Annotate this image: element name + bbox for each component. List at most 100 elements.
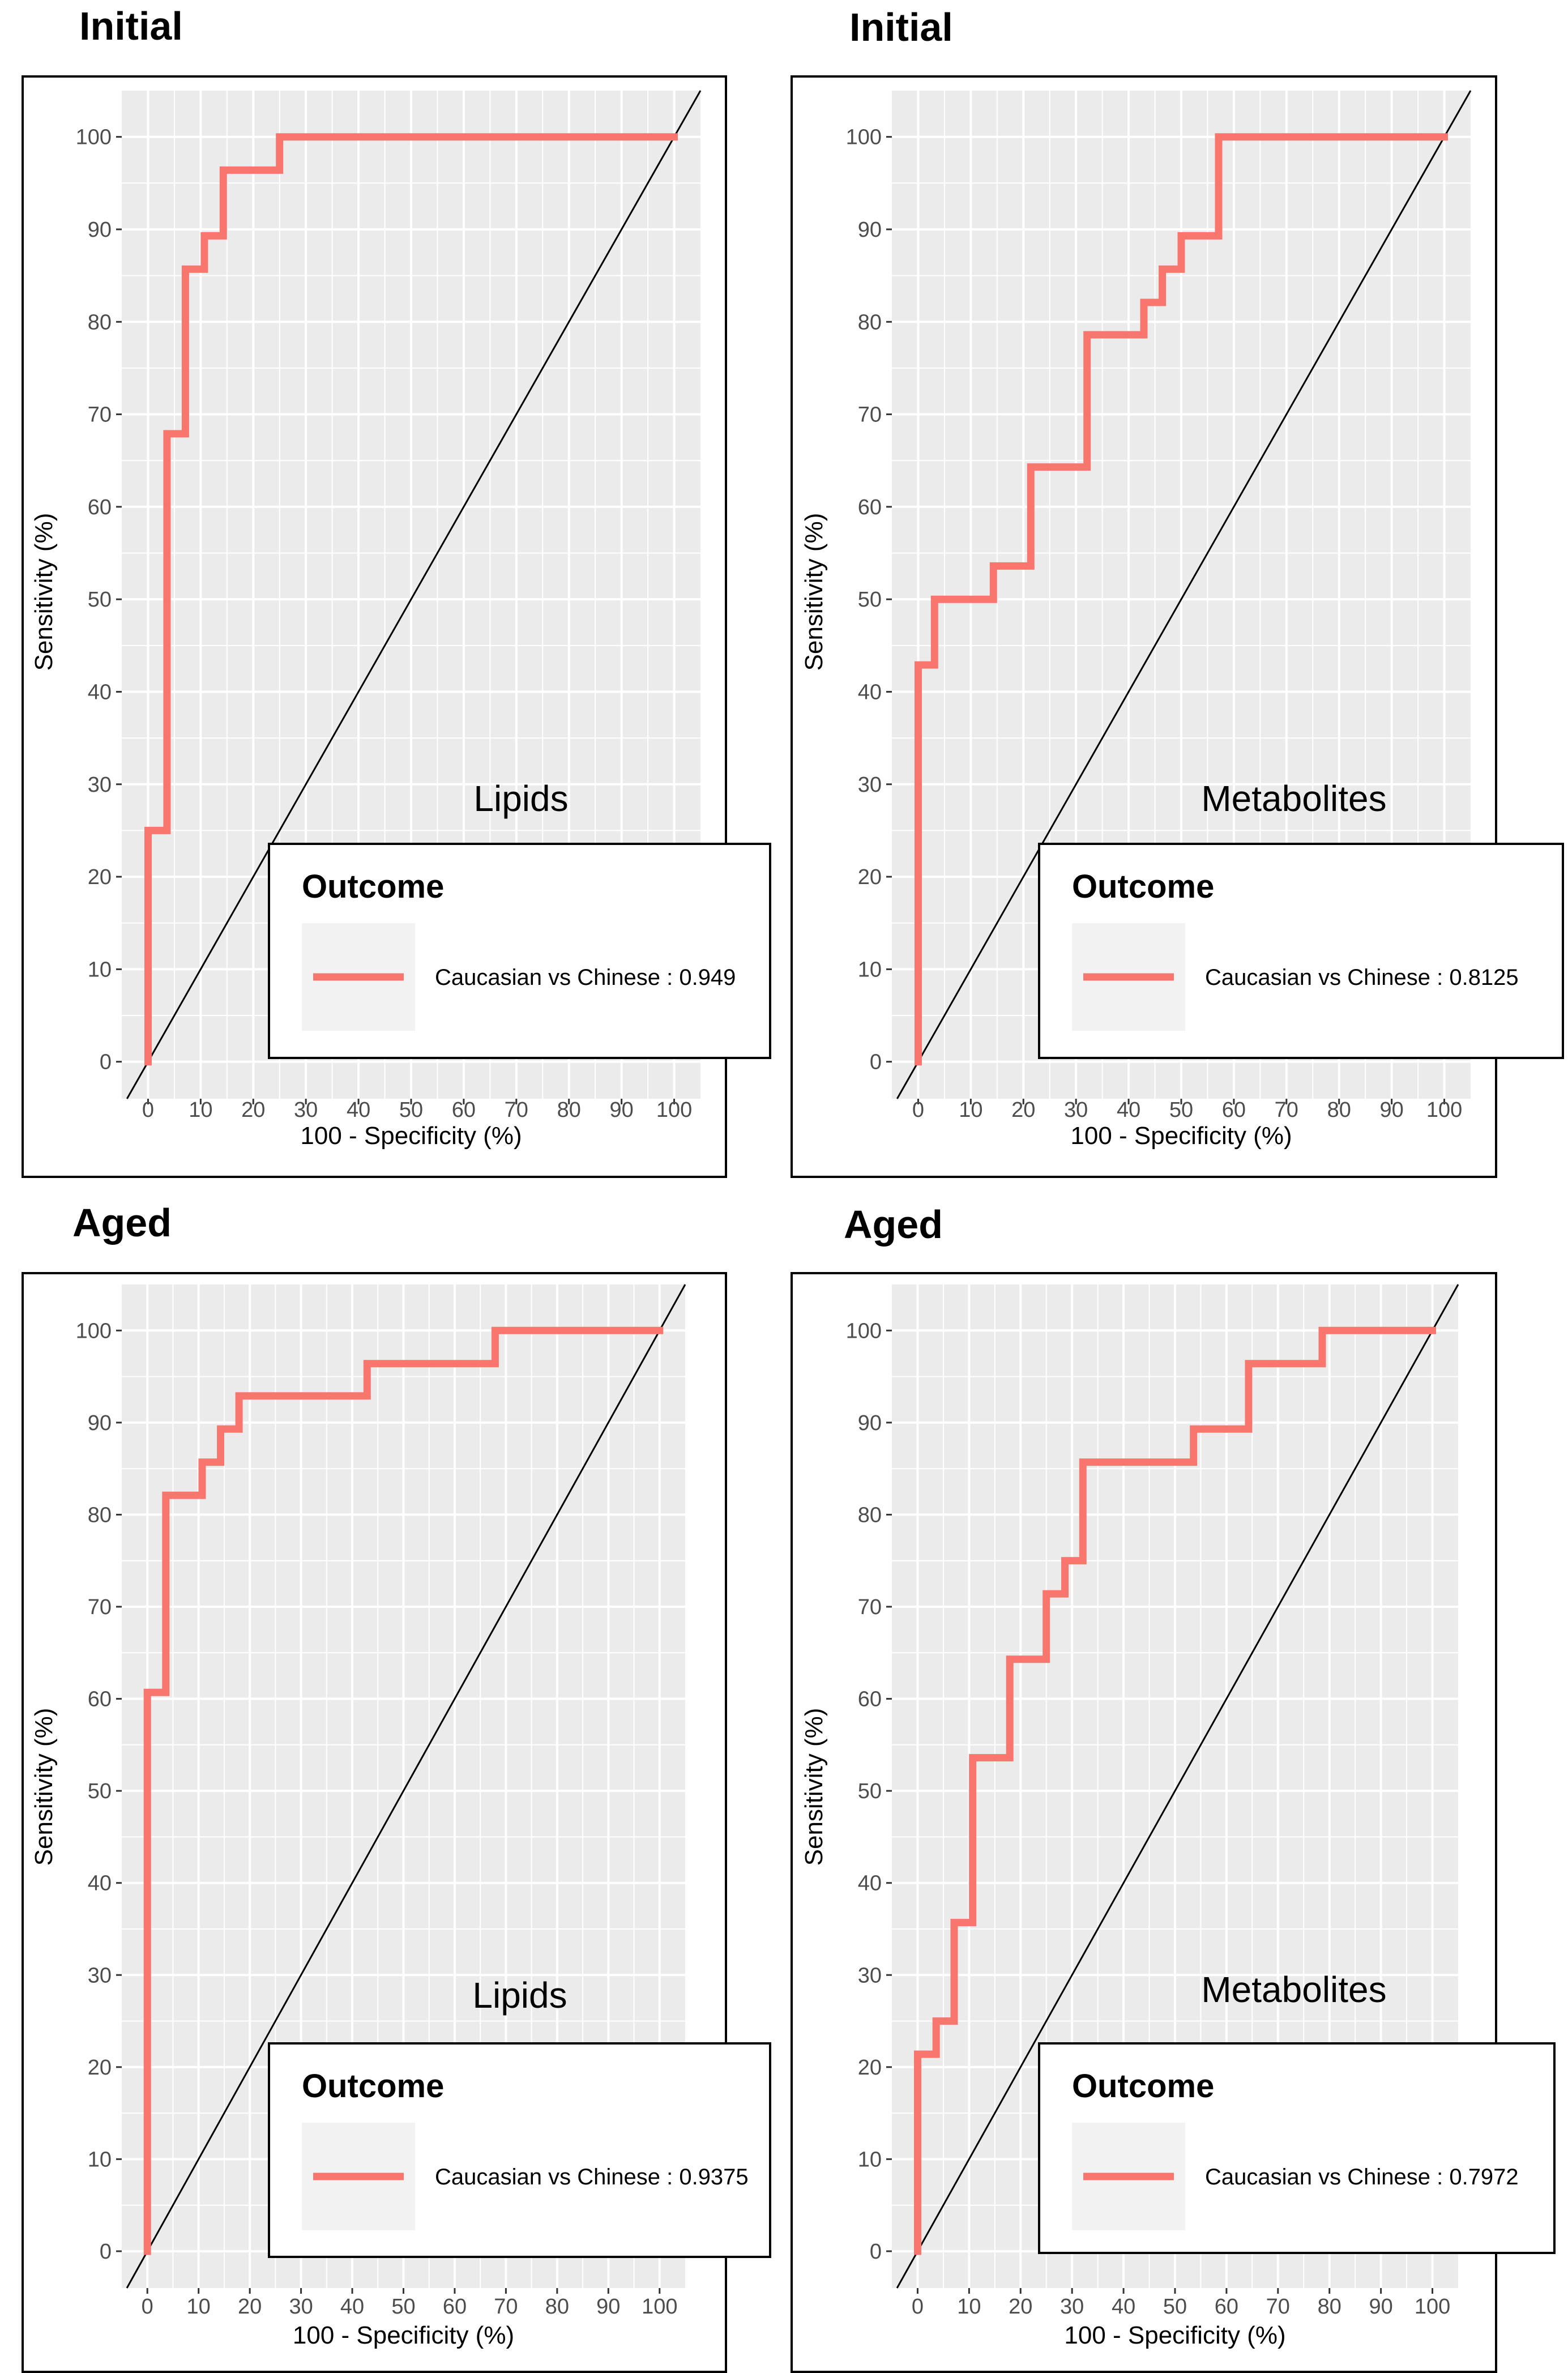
roc-panel-2: Initial 0 10 20 30 40 50 60 70 80 90 100 0 10 20 30 40 50… [791, 5, 1564, 1178]
x-tick-label: 70 [1275, 1098, 1298, 1122]
y-tick-label: 90 [858, 218, 882, 242]
y-tick-label: 20 [88, 865, 112, 889]
y-tick-label: 10 [88, 2148, 112, 2171]
roc-panel-3: Aged 0 10 20 30 40 50 60 70 80 90 100 0 10 20 30 40 50 60 7… [22, 1201, 771, 2373]
x-axis-title: 100 - Specificity (%) [300, 1122, 522, 1150]
y-tick-label: 10 [858, 2148, 882, 2171]
roc-panel-4: Aged 0 10 20 30 40 50 60 70 80 90 100 0 10 20 30 40 50 60 7… [791, 1202, 1556, 2373]
x-tick-label: 40 [1117, 1098, 1140, 1122]
y-axis-title: Sensitivity (%) [30, 1708, 58, 1866]
y-tick-label: 40 [858, 1872, 882, 1896]
legend-title: Outcome [1072, 2068, 1214, 2105]
panel-frame [791, 75, 1497, 1178]
y-tick-label: 70 [88, 1595, 112, 1619]
x-tick-label: 40 [340, 2295, 364, 2319]
roc-curve [144, 133, 678, 1066]
x-tick-label: 0 [912, 2295, 924, 2319]
x-tick-label: 0 [142, 1098, 154, 1122]
roc-curve [915, 133, 1448, 1066]
y-tick-label: 20 [858, 2056, 882, 2080]
reference-diagonal [896, 1284, 1459, 2289]
legend-entry: Caucasian vs Chinese : 0.9375 [435, 2165, 749, 2190]
x-tick-label: 80 [1327, 1098, 1351, 1122]
x-tick-label: 10 [189, 1098, 212, 1122]
x-tick-label: 100 [656, 1098, 692, 1122]
roc-panel-1: Initial 0 10 20 30 40 50 60 70 80 90 100 0 10 20 30 40 50… [22, 4, 771, 1178]
x-tick-label: 10 [957, 2295, 981, 2319]
panel-title: Initial [849, 5, 953, 49]
x-tick-label: 80 [545, 2295, 569, 2319]
x-tick-label: 50 [391, 2295, 415, 2319]
x-tick-label: 10 [187, 2295, 211, 2319]
x-tick-label: 100 [642, 2295, 677, 2319]
dataset-label: Lipids [473, 778, 568, 819]
y-tick-label: 20 [858, 865, 882, 889]
y-tick-label: 10 [88, 958, 112, 981]
x-tick-label: 90 [596, 2295, 620, 2319]
y-tick-label: 30 [88, 773, 112, 797]
x-tick-label: 60 [452, 1098, 476, 1122]
y-tick-label: 70 [88, 403, 112, 427]
y-tick-label: 40 [88, 680, 112, 704]
x-tick-label: 80 [1318, 2295, 1341, 2319]
y-tick-label: 60 [88, 1688, 112, 1712]
x-tick-label: 50 [399, 1098, 423, 1122]
panel-title: Initial [79, 4, 183, 48]
x-tick-label: 90 [609, 1098, 633, 1122]
y-tick-label: 0 [100, 2240, 112, 2264]
reference-diagonal [896, 90, 1472, 1099]
x-tick-label: 40 [1112, 2295, 1135, 2319]
reference-diagonal [126, 90, 702, 1099]
dataset-label: Metabolites [1201, 778, 1386, 819]
x-tick-label: 10 [959, 1098, 982, 1122]
y-tick-label: 80 [88, 310, 112, 334]
x-tick-label: 20 [238, 2295, 262, 2319]
roc-curve [914, 1326, 1436, 2255]
x-tick-label: 30 [294, 1098, 318, 1122]
x-tick-label: 80 [557, 1098, 581, 1122]
panel-frame [791, 1272, 1497, 2373]
y-tick-label: 100 [846, 126, 882, 150]
legend-title: Outcome [1072, 868, 1214, 905]
x-tick-label: 70 [494, 2295, 518, 2319]
y-tick-label: 30 [88, 1964, 112, 1987]
legend-title: Outcome [302, 868, 444, 905]
y-tick-label: 50 [88, 588, 112, 612]
x-axis-title: 100 - Specificity (%) [1064, 2321, 1285, 2349]
y-tick-label: 0 [870, 2240, 882, 2264]
y-tick-label: 100 [846, 1319, 882, 1343]
x-tick-label: 60 [1222, 1098, 1246, 1122]
panel-frame [22, 1272, 727, 2373]
x-axis-title: 100 - Specificity (%) [293, 2321, 514, 2349]
x-tick-label: 0 [142, 2295, 153, 2319]
x-tick-label: 20 [1009, 2295, 1032, 2319]
x-tick-label: 40 [347, 1098, 370, 1122]
x-tick-label: 20 [1011, 1098, 1035, 1122]
x-tick-label: 50 [1169, 1098, 1193, 1122]
y-tick-label: 80 [88, 1503, 112, 1527]
y-tick-label: 0 [870, 1051, 882, 1074]
y-tick-label: 70 [858, 1595, 882, 1619]
y-tick-label: 50 [858, 1779, 882, 1803]
x-tick-label: 20 [241, 1098, 265, 1122]
x-tick-label: 30 [1060, 2295, 1084, 2319]
x-tick-label: 60 [443, 2295, 467, 2319]
y-tick-label: 70 [858, 403, 882, 427]
y-axis-title: Sensitivity (%) [800, 1708, 828, 1866]
x-tick-label: 100 [1426, 1098, 1462, 1122]
y-tick-label: 20 [88, 2056, 112, 2080]
dataset-label: Metabolites [1201, 1969, 1386, 2010]
x-tick-label: 30 [289, 2295, 313, 2319]
y-axis-title: Sensitivity (%) [30, 513, 58, 671]
y-tick-label: 90 [88, 218, 112, 242]
y-tick-label: 60 [858, 1688, 882, 1712]
y-tick-label: 50 [88, 1779, 112, 1803]
legend-entry: Caucasian vs Chinese : 0.7972 [1205, 2165, 1519, 2190]
panel-title: Aged [844, 1202, 943, 1247]
x-tick-label: 90 [1369, 2295, 1392, 2319]
y-tick-label: 30 [858, 773, 882, 797]
roc-curve [143, 1326, 664, 2255]
y-axis-title: Sensitivity (%) [800, 513, 828, 671]
y-tick-label: 10 [858, 958, 882, 981]
x-axis-title: 100 - Specificity (%) [1070, 1122, 1292, 1150]
